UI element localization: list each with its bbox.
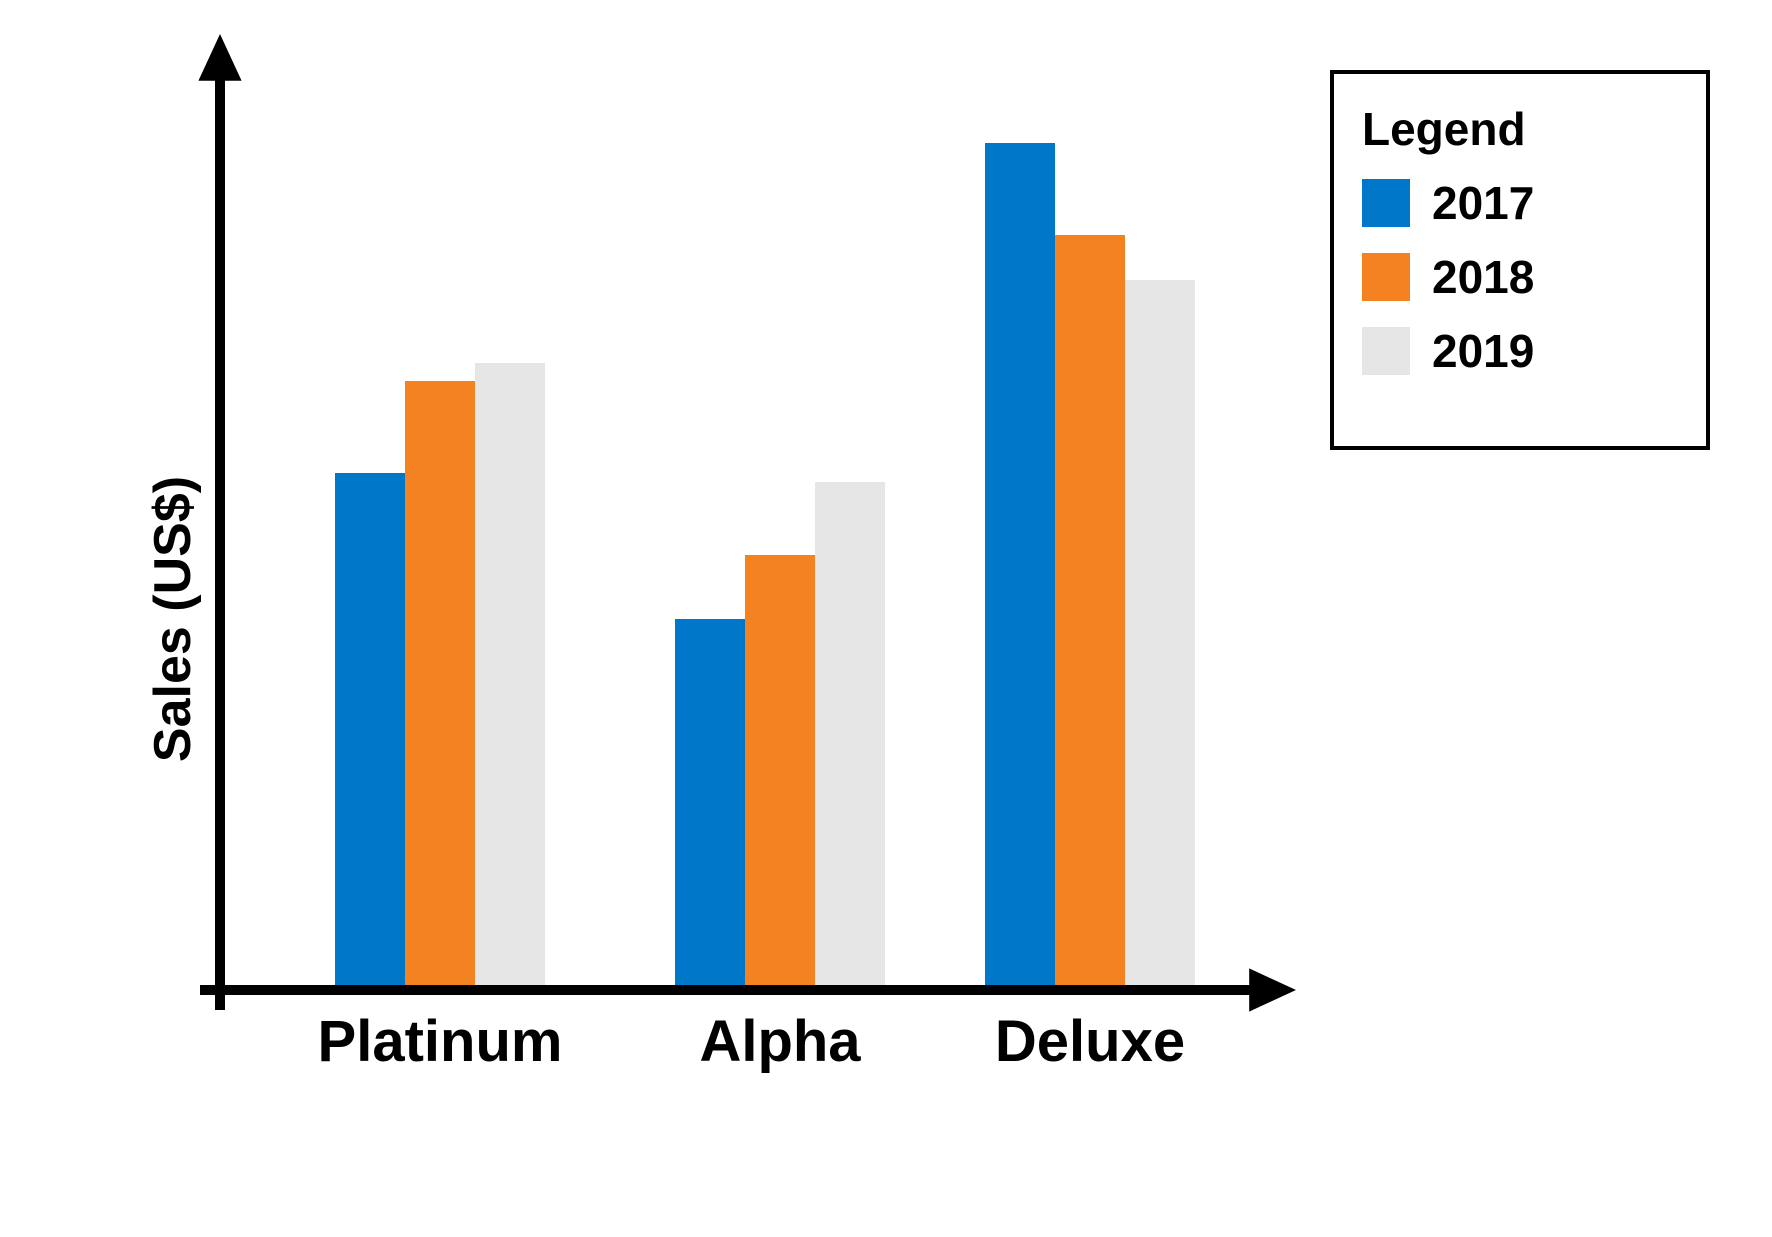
- legend-title: Legend: [1362, 102, 1678, 156]
- legend-label: 2017: [1432, 176, 1534, 230]
- legend-item: 2019: [1362, 324, 1678, 378]
- category-label: Deluxe: [995, 1008, 1185, 1075]
- legend-swatch: [1362, 179, 1410, 227]
- category-label: Alpha: [699, 1008, 860, 1075]
- legend-swatch: [1362, 253, 1410, 301]
- category-label: Platinum: [318, 1008, 563, 1075]
- legend: Legend 2017 2018 2019: [1330, 70, 1710, 450]
- legend-label: 2018: [1432, 250, 1534, 304]
- legend-label: 2019: [1432, 324, 1534, 378]
- legend-item: 2018: [1362, 250, 1678, 304]
- legend-swatch: [1362, 327, 1410, 375]
- chart-stage: Sales (US$) PlatinumAlphaDeluxe Legend 2…: [0, 0, 1772, 1237]
- legend-item: 2017: [1362, 176, 1678, 230]
- legend-rows: 2017 2018 2019: [1362, 176, 1678, 378]
